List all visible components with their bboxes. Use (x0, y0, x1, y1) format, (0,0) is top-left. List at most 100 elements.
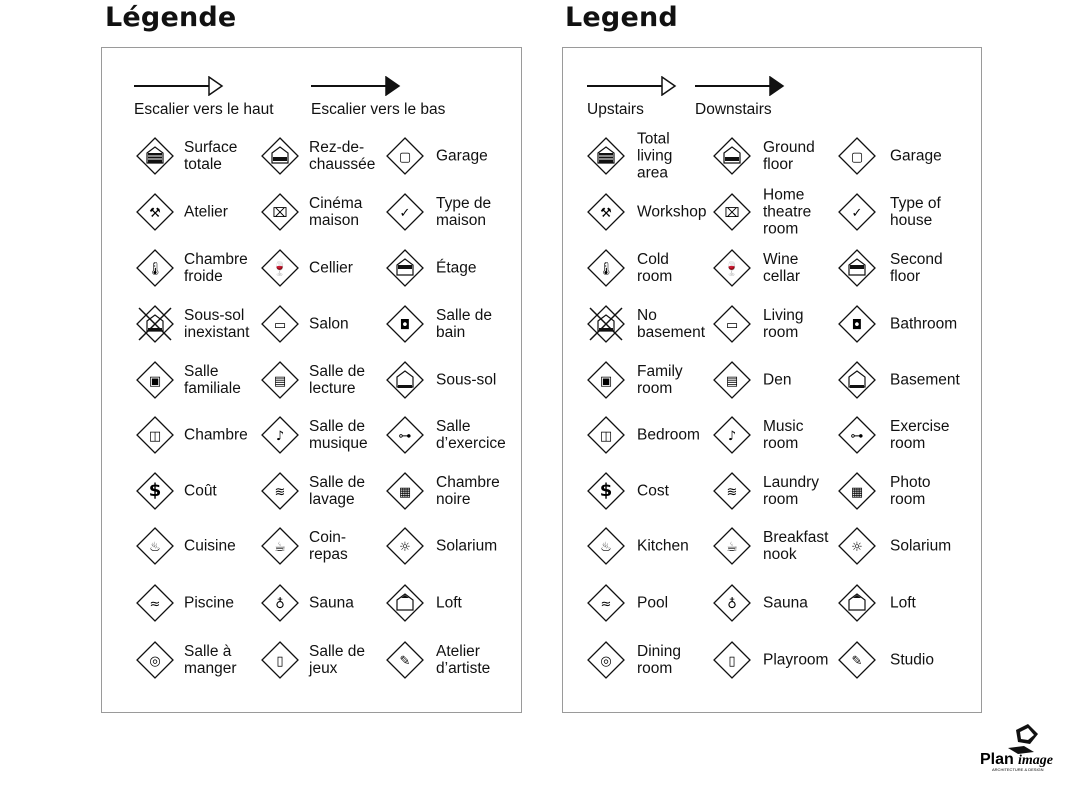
legend-item-label: Chambre (184, 426, 248, 444)
svg-text:image: image (1018, 753, 1053, 768)
sofa-icon: ▭ (712, 304, 752, 344)
svg-text:◘: ◘ (400, 318, 410, 333)
svg-text:$: $ (149, 480, 162, 501)
stairs-up-arrow-icon (134, 75, 224, 97)
legend-item-label: Family room (637, 363, 683, 397)
plate-icon: ◎ (586, 640, 626, 680)
legend-item-label: Salle de jeux (309, 643, 366, 677)
legend-title: Legend (565, 2, 678, 33)
bed-icon: ◫ (135, 415, 175, 455)
book-icon: ▤ (260, 360, 300, 400)
svg-text:⌧: ⌧ (273, 206, 288, 221)
svg-text:✎: ✎ (400, 654, 411, 669)
svg-text:▦: ▦ (851, 485, 863, 500)
legend-item-label: Studio (890, 651, 934, 669)
projector-icon: ⌧ (712, 192, 752, 232)
svg-text:▣: ▣ (600, 374, 612, 389)
svg-text:◫: ◫ (600, 429, 612, 444)
legend-item-label: Piscine (184, 594, 234, 612)
svg-text:⊶: ⊶ (851, 429, 864, 444)
svg-text:▯: ▯ (728, 654, 735, 669)
camera-icon: ▦ (385, 471, 425, 511)
thermometer-icon: 🌡 (135, 248, 175, 288)
svg-text:▢: ▢ (851, 150, 863, 165)
legend-item-label: Photo room (890, 474, 931, 508)
stairs-up-label: Escalier vers le haut (134, 101, 274, 118)
stairs-down-arrow-icon (311, 75, 401, 97)
svg-text:♨: ♨ (600, 540, 612, 555)
stairs-down-arrow-icon (695, 75, 785, 97)
hammer-icon: ⚒ (135, 192, 175, 232)
legend-item-label: Cost (637, 482, 669, 500)
basement-icon (837, 360, 877, 400)
svg-text:◎: ◎ (149, 654, 160, 669)
legend-item-label: Cinéma maison (309, 195, 363, 229)
wine-icon: 🍷 (712, 248, 752, 288)
laundry-icon: ≋ (260, 471, 300, 511)
legend-item-label: Surface totale (184, 139, 238, 173)
legend-panel (101, 47, 522, 713)
svg-text:☕: ☕ (274, 540, 286, 555)
legend-item-label: Salle de lecture (309, 363, 366, 397)
legend-item-label: Loft (436, 594, 462, 612)
legend-item-label: Rez-de- chaussée (309, 139, 376, 173)
legend-item-label: Wine cellar (763, 251, 801, 285)
svg-text:🍷: 🍷 (724, 261, 740, 277)
legend-item-label: Salle de musique (309, 418, 368, 452)
legend-item-label: Salle à manger (184, 643, 237, 677)
palette-icon: ✎ (837, 640, 877, 680)
svg-text:🌡: 🌡 (147, 261, 164, 277)
house-check-icon: ✓ (837, 192, 877, 232)
legend-item-label: Total living area (637, 130, 673, 182)
coffee-icon: ☕ (712, 526, 752, 566)
legend-item-label: Type de maison (436, 195, 492, 229)
legend-item-label: Chambre froide (184, 251, 248, 285)
sauna-icon: ♁ (712, 583, 752, 623)
legend-item-label: Bedroom (637, 426, 700, 444)
svg-text:▭: ▭ (274, 318, 286, 333)
legend-item-label: Playroom (763, 651, 829, 669)
svg-text:🌡: 🌡 (598, 261, 615, 277)
svg-text:◘: ◘ (852, 318, 862, 333)
weights-icon: ⊶ (837, 415, 877, 455)
legend-item-label: Second floor (890, 251, 943, 285)
legend-item-label: Bathroom (890, 315, 958, 333)
legend-item-label: Kitchen (637, 537, 689, 555)
legend-item-label: Salon (309, 315, 349, 333)
legend-item-label: Dining room (637, 643, 681, 677)
ground-floor-icon (712, 136, 752, 176)
legend-item-label: Type of house (890, 195, 941, 229)
legend-item-label: Cold room (637, 251, 673, 285)
legend-item-label: Sauna (309, 594, 354, 612)
legend-item-label: Atelier d’artiste (436, 643, 491, 677)
total-area-icon (586, 136, 626, 176)
legend-item-label: Sauna (763, 594, 808, 612)
svg-text:☕: ☕ (726, 540, 738, 555)
thermometer-icon: 🌡 (586, 248, 626, 288)
legend-item-label: Coin- repas (309, 529, 348, 563)
hammer-icon: ⚒ (586, 192, 626, 232)
second-floor-icon (385, 248, 425, 288)
legend-item-label: Garage (890, 147, 942, 165)
second-floor-icon (837, 248, 877, 288)
coffee-icon: ☕ (260, 526, 300, 566)
svg-text:☼: ☼ (851, 540, 863, 555)
swimmer-icon: ≈ (135, 583, 175, 623)
svg-text:▦: ▦ (399, 485, 411, 500)
legend-item-label: Étage (436, 259, 477, 277)
loft-icon (837, 583, 877, 623)
palette-icon: ✎ (385, 640, 425, 680)
playroom-icon: ▯ (712, 640, 752, 680)
svg-text:♁: ♁ (275, 597, 285, 612)
music-note-icon: ♪ (260, 415, 300, 455)
legend-item-label: Salle de lavage (309, 474, 366, 508)
no-basement-icon (135, 304, 175, 344)
svg-text:✓: ✓ (852, 206, 863, 221)
house-check-icon: ✓ (385, 192, 425, 232)
sauna-icon: ♁ (260, 583, 300, 623)
legend-item-label: Atelier (184, 203, 228, 221)
svg-text:ARCHITECTURE & DESIGN: ARCHITECTURE & DESIGN (992, 767, 1044, 772)
svg-text:≈: ≈ (601, 597, 612, 612)
legend-item-label: Laundry room (763, 474, 820, 508)
legend-item-label: Sous-sol inexistant (184, 307, 250, 341)
